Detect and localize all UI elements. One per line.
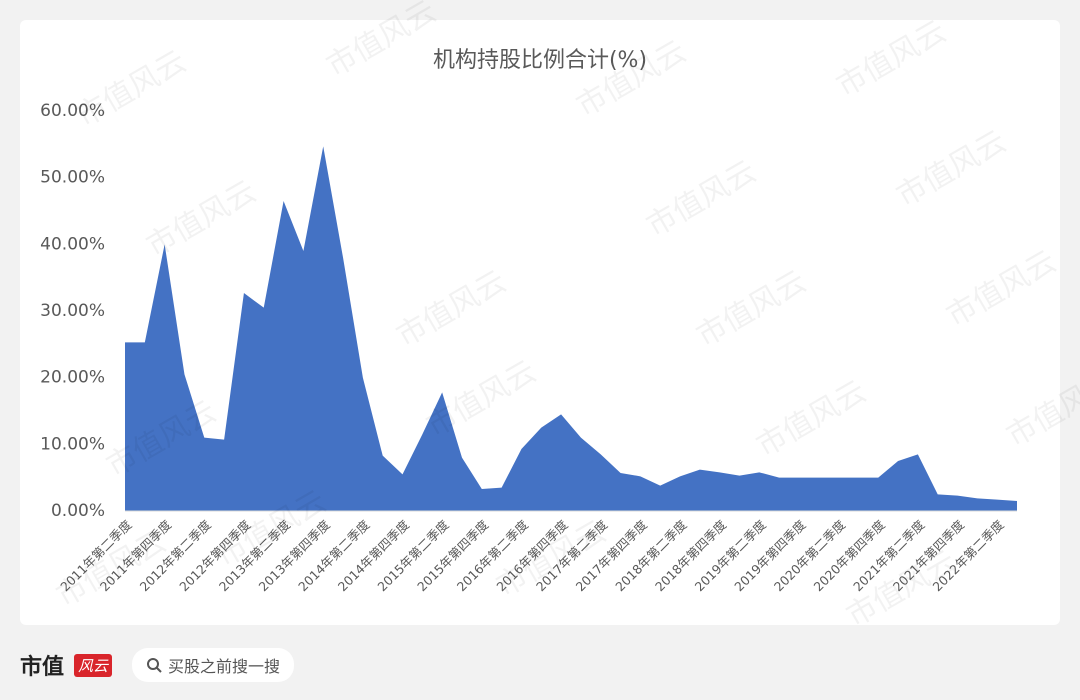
y-tick-label: 30.00% <box>40 301 105 321</box>
search-text: 买股之前搜一搜 <box>168 657 281 676</box>
y-tick-label: 40.00% <box>40 234 105 254</box>
y-tick-label: 10.00% <box>40 434 105 454</box>
chart-title: 机构持股比例合计(%) <box>433 48 647 73</box>
brand: 市值 <box>20 655 65 680</box>
y-tick-label: 60.00% <box>40 101 105 121</box>
brand-logo: 风云 <box>74 653 113 677</box>
y-tick-label: 50.00% <box>40 168 105 188</box>
footer: 市值 风云 买股之前搜一搜 <box>20 645 295 685</box>
search-box[interactable]: 买股之前搜一搜 <box>132 648 295 682</box>
y-tick-label: 20.00% <box>40 368 105 388</box>
chart: 机构持股比例合计(%) 0.00% 10.00% 20.00% 30.00% 40.00… <box>20 0 1080 634</box>
search-icon <box>147 658 162 673</box>
area <box>125 146 1017 512</box>
y-tick-label: 0.00% <box>51 501 105 521</box>
